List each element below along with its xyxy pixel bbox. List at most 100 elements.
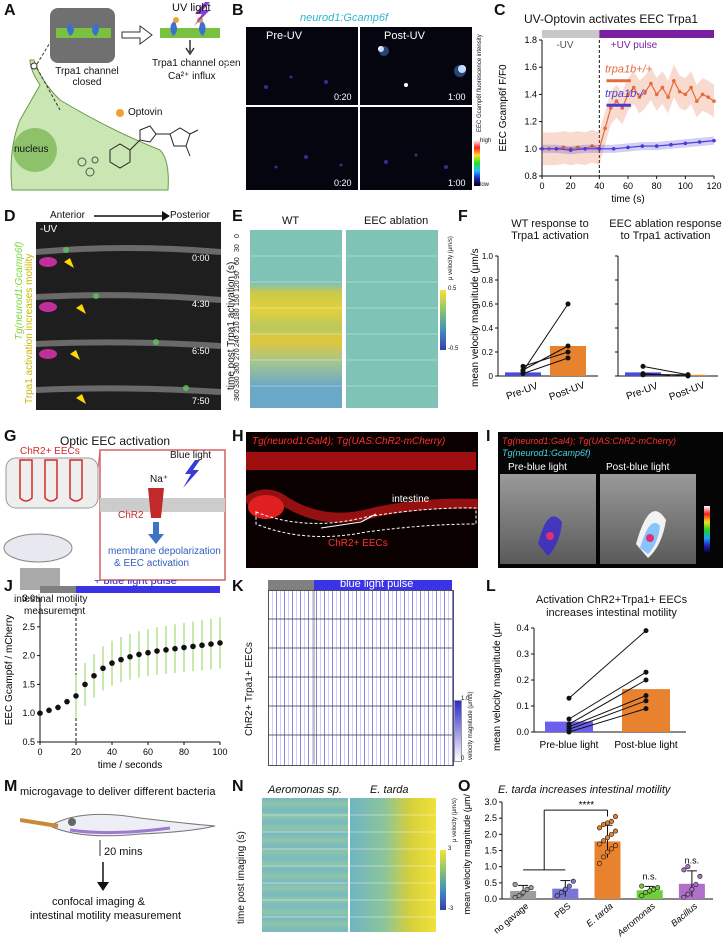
g-title: Optic EEC activation bbox=[60, 434, 171, 448]
l-xtick-label: Post-blue light bbox=[614, 740, 678, 751]
j-data-point bbox=[136, 651, 142, 658]
panel-label-l: L bbox=[486, 578, 496, 595]
o-title: E. tarda increases intestinal motility bbox=[498, 784, 671, 796]
f-ytick-label: 0.4 bbox=[482, 324, 494, 333]
c-data-point bbox=[654, 144, 659, 148]
e-ylabel: time post Trpa1 activation (s) bbox=[226, 261, 237, 390]
c-xtick-label: 40 bbox=[594, 181, 604, 191]
a-nucleus-label: nucleus bbox=[14, 144, 49, 155]
o-data-point bbox=[609, 818, 615, 824]
b-title: neurod1:Gcamp6f bbox=[300, 12, 389, 24]
j-data-point bbox=[64, 698, 70, 705]
o-significance: **** bbox=[579, 800, 595, 811]
j-xlabel: time / seconds bbox=[98, 760, 162, 770]
c-data-point bbox=[654, 92, 659, 97]
chart-f: mean velocity magnitude (μm/s) 0 0.2 0.4 0.6… bbox=[470, 248, 718, 403]
o-xtick-label: Aeromonas bbox=[615, 901, 658, 937]
b-colorbar bbox=[474, 140, 480, 186]
e-ytick-label: 0 bbox=[234, 234, 241, 238]
o-data-point bbox=[516, 893, 522, 899]
o-ytick-label: 0.0 bbox=[484, 894, 497, 904]
j-data-point bbox=[118, 656, 124, 663]
panel-label-i: I bbox=[486, 428, 491, 445]
f-paired-line bbox=[522, 303, 569, 372]
o-data-point bbox=[562, 886, 568, 892]
o-data-point bbox=[566, 883, 572, 889]
j-ytick-label: 2.5 bbox=[22, 622, 35, 632]
c-data-point bbox=[712, 138, 716, 143]
j-xtick-label: 20 bbox=[71, 747, 81, 757]
c-xtick-label: 0 bbox=[539, 181, 544, 191]
f-ytick-label: 0.8 bbox=[482, 276, 494, 285]
chart-j: + blue light pulse 0.5 1.0 1.5 2.0 2.5 3.0 0 20 4… bbox=[4, 580, 228, 770]
a-influx-label: Ca²⁺ influx bbox=[168, 71, 216, 82]
f-xtick-label: Post-UV bbox=[548, 380, 587, 403]
b-image-wt-post bbox=[360, 27, 472, 105]
c-data-point bbox=[611, 147, 616, 151]
j-data-point bbox=[37, 710, 43, 716]
f-ytick-label: 0.2 bbox=[482, 348, 494, 357]
c-data-point bbox=[660, 85, 665, 90]
e-ytick-label: 360 bbox=[234, 389, 241, 402]
e-heatmap-wt bbox=[250, 230, 342, 408]
b-time-post-2: 1:00 bbox=[448, 178, 466, 188]
j-xtick-label: 80 bbox=[179, 747, 189, 757]
panel-label-o: O bbox=[458, 778, 471, 795]
c-minus-uv-bar bbox=[542, 30, 600, 38]
f-xtick-label: Pre-UV bbox=[625, 381, 660, 403]
c-data-point bbox=[597, 147, 602, 151]
c-data-point bbox=[640, 144, 645, 148]
o-bar bbox=[636, 890, 663, 899]
g-chr2-eecs: ChR2+ EECs bbox=[20, 446, 80, 457]
n-grid-lines bbox=[262, 814, 438, 918]
o-data-point bbox=[609, 846, 615, 852]
l-ytick-label: 0.1 bbox=[516, 701, 529, 711]
o-data-point bbox=[613, 843, 619, 849]
j-data-point bbox=[163, 647, 169, 653]
o-ns-bacillus: n.s. bbox=[685, 855, 700, 865]
g-na: Na⁺ bbox=[150, 474, 169, 485]
c-data-point bbox=[677, 89, 682, 94]
j-data-point bbox=[73, 693, 79, 699]
f-ylabel: mean velocity magnitude (μm/s) bbox=[470, 248, 481, 387]
c-uv-pulse-bar bbox=[599, 30, 714, 38]
c-xtick-label: 120 bbox=[706, 181, 721, 191]
n-colorbar bbox=[440, 850, 446, 910]
o-data-point bbox=[681, 867, 687, 873]
l-paired-line bbox=[568, 679, 647, 725]
o-xtick-label: E. tarda bbox=[584, 901, 615, 929]
panel-label-k: K bbox=[232, 578, 244, 595]
j-ytick-label: 3.0 bbox=[22, 593, 35, 603]
f-paired-line bbox=[642, 365, 689, 376]
c-xtick-label: 20 bbox=[566, 181, 576, 191]
c-data-point bbox=[700, 92, 705, 97]
j-data-point bbox=[55, 704, 61, 711]
c-data-point bbox=[637, 95, 642, 99]
c-legend-ko: trpa1b-/- bbox=[605, 88, 647, 100]
o-data-point bbox=[558, 890, 564, 896]
n-col2: E. tarda bbox=[370, 784, 409, 796]
o-data-point bbox=[655, 885, 661, 891]
o-data-point bbox=[681, 894, 687, 900]
o-ytick-label: 1.5 bbox=[484, 846, 497, 856]
f-point bbox=[640, 363, 646, 369]
b-time-pre-1: 0:20 bbox=[334, 92, 352, 102]
l-ytick-label: 0.4 bbox=[516, 623, 529, 633]
e-cbar-label: μ velocity (μm/s) bbox=[448, 236, 454, 280]
j-xtick-label: 60 bbox=[143, 747, 153, 757]
d-posterior: Posterior bbox=[170, 210, 211, 221]
e-col2: EEC ablation bbox=[364, 215, 429, 227]
c-ylabel: EEC Gcamp6f F/F0 bbox=[498, 64, 509, 152]
b-cell-signals bbox=[264, 46, 466, 169]
d-anterior: Anterior bbox=[50, 210, 86, 221]
chart-c: -UV +UV pulse 0.8 1.0 1.2 1.4 1.6 1.8 0 20 40 60 80 1… bbox=[498, 30, 722, 205]
m-fish-diagram bbox=[20, 813, 216, 856]
g-chr2: ChR2 bbox=[118, 510, 144, 521]
j-data-point bbox=[199, 642, 205, 649]
c-data-point bbox=[712, 99, 716, 103]
e-col1: WT bbox=[282, 215, 300, 227]
c-data-point bbox=[695, 99, 699, 103]
g-diagram bbox=[3, 449, 226, 590]
l-paired-line bbox=[568, 630, 647, 699]
e-cbar-min: -0.5 bbox=[448, 346, 459, 352]
